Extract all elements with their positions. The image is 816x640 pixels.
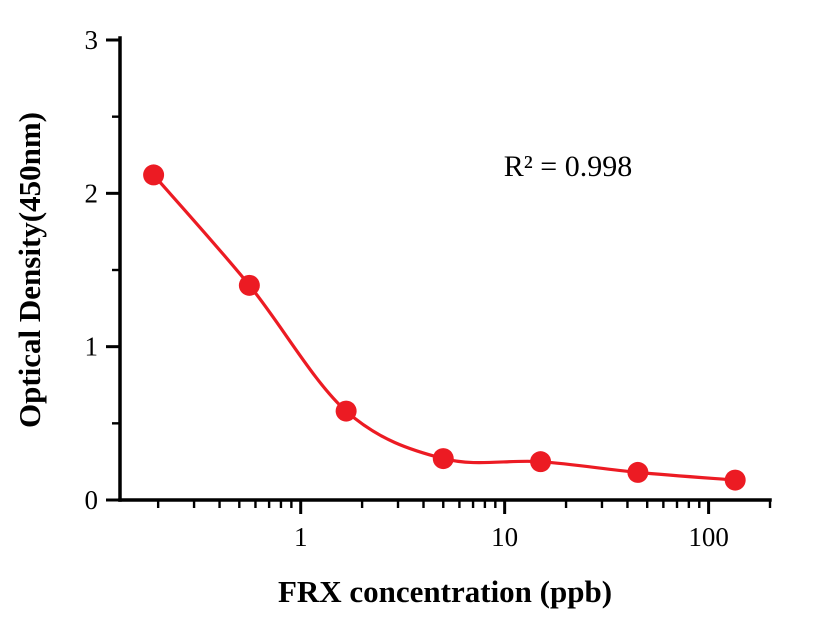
y-axis-title: Optical Density(450nm) (12, 111, 47, 429)
x-tick-label: 10 (491, 522, 518, 552)
fit-curve (152, 173, 736, 482)
y-tick-label: 0 (85, 485, 99, 515)
y-tick-label: 1 (85, 332, 99, 362)
x-tick-label: 1 (294, 522, 308, 552)
r-squared-annotation: R² = 0.998 (503, 150, 633, 183)
x-axis-title: FRX concentration (ppb) (277, 574, 613, 609)
data-point (530, 451, 552, 473)
y-tick-label: 3 (85, 25, 99, 55)
data-point (238, 274, 260, 296)
data-point (724, 469, 746, 491)
x-tick-label: 100 (688, 522, 729, 552)
y-tick-label: 2 (85, 178, 99, 208)
x-ticks: 1 10 100 (156, 500, 772, 552)
data-points (143, 164, 746, 491)
axes (118, 36, 772, 502)
data-point (143, 164, 165, 186)
y-ticks: 0 1 2 3 (85, 25, 120, 515)
data-point (335, 400, 357, 422)
data-point (432, 448, 454, 470)
data-point (627, 461, 649, 483)
